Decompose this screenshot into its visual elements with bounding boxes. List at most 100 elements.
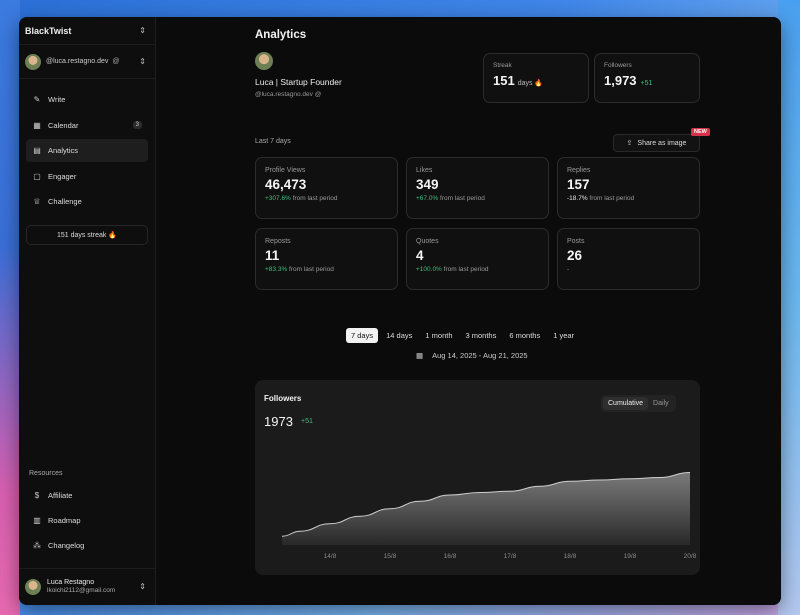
- changelog-icon: ⁂: [33, 541, 41, 550]
- profile-name: Luca | Startup Founder: [255, 77, 342, 87]
- range-selector: 7 days 14 days 1 month 3 months 6 months…: [346, 328, 582, 343]
- resource-item-roadmap[interactable]: ▥ Roadmap: [26, 508, 148, 533]
- resource-item-changelog[interactable]: ⁂ Changelog: [26, 533, 148, 558]
- stat-delta-row: +67.0% from last period: [416, 195, 539, 202]
- resource-item-label: Affiliate: [48, 491, 73, 500]
- followers-area: [282, 472, 690, 545]
- stat-delta-suffix: from last period: [290, 195, 338, 202]
- profile-avatar: [255, 52, 273, 70]
- range-1-year[interactable]: 1 year: [553, 331, 575, 340]
- stat-card-replies: Replies 157 -18.7% from last period: [557, 157, 700, 219]
- calendar-icon: ▦: [33, 120, 41, 130]
- range-3-months[interactable]: 3 months: [465, 331, 497, 340]
- x-tick-label: 14/8: [324, 553, 337, 560]
- stat-label: Reposts: [265, 238, 291, 245]
- streak-label: Streak: [493, 62, 512, 69]
- account-handle: @luca.restagno.dev: [46, 58, 109, 65]
- stat-value: 11: [265, 248, 280, 263]
- share-label: Share as image: [637, 139, 687, 147]
- resource-item-affiliate[interactable]: $ Affiliate: [26, 483, 148, 508]
- new-badge: NEW: [691, 128, 710, 136]
- profile-handle-text: @luca.restagno.dev: [255, 91, 313, 98]
- range-1-month[interactable]: 1 month: [425, 331, 453, 340]
- chart-value: 1973: [264, 414, 293, 429]
- date-range-picker[interactable]: ▦ Aug 14, 2025 - Aug 21, 2025: [416, 351, 528, 360]
- chart-icon: ▤: [33, 146, 41, 156]
- x-tick-label: 19/8: [624, 553, 637, 560]
- calendar-count-badge: 3: [132, 121, 142, 130]
- sidebar-item-label: Calendar: [48, 120, 79, 130]
- x-tick-label: 18/8: [564, 553, 577, 560]
- stat-value: 46,473: [265, 177, 307, 192]
- stat-delta-suffix: from last period: [287, 266, 334, 273]
- stat-delta-suffix: from last period: [441, 266, 489, 273]
- resources-section: Resources $ Affiliate ▥ Roadmap ⁂ Change…: [19, 470, 155, 558]
- streak-card: Streak 151 days 🔥: [483, 53, 589, 103]
- followers-label: Followers: [604, 62, 632, 69]
- sidebar-item-write[interactable]: ✎ Write: [26, 88, 148, 111]
- range-6-months[interactable]: 6 months: [509, 331, 541, 340]
- stat-delta: +67.0%: [416, 195, 439, 202]
- account-avatar: [25, 53, 41, 70]
- stat-card-posts: Posts 26 -: [557, 228, 700, 290]
- stat-delta-row: +100.0% from last period: [416, 266, 539, 273]
- stat-delta-suffix: from last period: [438, 195, 485, 202]
- x-tick-label: 17/8: [504, 553, 517, 560]
- streak-pill[interactable]: 151 days streak 🔥: [26, 225, 148, 246]
- user-menu[interactable]: Luca Restagno lkoichi2112@gmail.com ⇕: [19, 568, 155, 605]
- followers-value-row: 1,973 +51: [604, 73, 690, 88]
- x-tick-label: 16/8: [444, 553, 457, 560]
- sidebar-item-analytics[interactable]: ▤ Analytics: [26, 139, 148, 163]
- main-content: Analytics Luca | Startup Founder @luca.r…: [156, 17, 781, 605]
- followers-chart-card: 14/8 15/8 16/8 17/8 18/8 19/8 20/8 Followers 1…: [255, 380, 700, 575]
- stat-value: 349: [416, 177, 439, 192]
- streak-value: 151: [493, 73, 515, 88]
- stat-card-quotes: Quotes 4 +100.0% from last period: [406, 228, 549, 290]
- trophy-icon: ♕: [33, 197, 41, 207]
- stat-value: 26: [567, 248, 583, 263]
- sidebar-item-label: Challenge: [48, 197, 82, 207]
- share-as-image-button[interactable]: ⇪ Share as image: [613, 134, 700, 152]
- share-icon: ⇪: [626, 140, 633, 147]
- threads-icon: @: [314, 91, 322, 98]
- sidebar-item-calendar[interactable]: ▦ Calendar 3: [26, 114, 148, 137]
- sidebar-item-engager[interactable]: ▢ Engager: [26, 165, 148, 188]
- sidebar-nav: ✎ Write ▦ Calendar 3 ▤ Analytics ▢ Engag…: [19, 79, 155, 213]
- app-window: BlackTwist ⇕ @luca.restagno.dev @ ⇕ ✎ Wr…: [19, 17, 781, 605]
- period-label: Last 7 days: [255, 138, 291, 145]
- stat-delta-row: -: [567, 266, 690, 273]
- stat-delta: +83.3%: [265, 266, 288, 273]
- stat-delta: -: [567, 266, 570, 273]
- stat-delta: -18.7%: [567, 195, 588, 202]
- account-switcher[interactable]: @luca.restagno.dev @ ⇕: [19, 45, 155, 79]
- toggle-cumulative[interactable]: Cumulative: [603, 397, 649, 410]
- stat-delta-row: +83.3% from last period: [265, 266, 388, 273]
- followers-card: Followers 1,973 +51: [594, 53, 700, 103]
- range-7-days[interactable]: 7 days: [346, 328, 379, 343]
- stat-label: Replies: [567, 167, 591, 174]
- stat-label: Quotes: [416, 238, 439, 245]
- stat-delta-row: -18.7% from last period: [567, 195, 690, 202]
- stat-delta: +307.6%: [265, 195, 291, 202]
- x-tick-label: 20/8: [684, 553, 697, 560]
- sidebar-item-label: Analytics: [48, 146, 79, 156]
- chart-delta: +51: [301, 418, 313, 425]
- sidebar-item-label: Engager: [48, 171, 77, 181]
- profile-handle: @luca.restagno.dev @: [255, 91, 321, 98]
- map-icon: ▥: [33, 516, 41, 525]
- stat-value: 157: [567, 177, 590, 192]
- sidebar-item-challenge[interactable]: ♕ Challenge: [26, 190, 148, 213]
- range-14-days[interactable]: 14 days: [386, 331, 413, 340]
- resources-title: Resources: [29, 470, 63, 477]
- user-info: Luca Restagno lkoichi2112@gmail.com: [47, 579, 115, 596]
- dollar-icon: $: [34, 491, 40, 500]
- stat-delta: +100.0%: [416, 266, 442, 273]
- date-range-text: Aug 14, 2025 - Aug 21, 2025: [432, 351, 528, 360]
- workspace-switcher[interactable]: BlackTwist ⇕: [19, 17, 155, 45]
- toggle-daily[interactable]: Daily: [653, 400, 669, 407]
- streak-unit: days 🔥: [517, 80, 544, 87]
- chevron-updown-icon: ⇕: [139, 582, 146, 591]
- message-icon: ▢: [33, 171, 41, 181]
- threads-icon: @: [112, 58, 120, 65]
- chevron-updown-icon: ⇕: [139, 25, 146, 35]
